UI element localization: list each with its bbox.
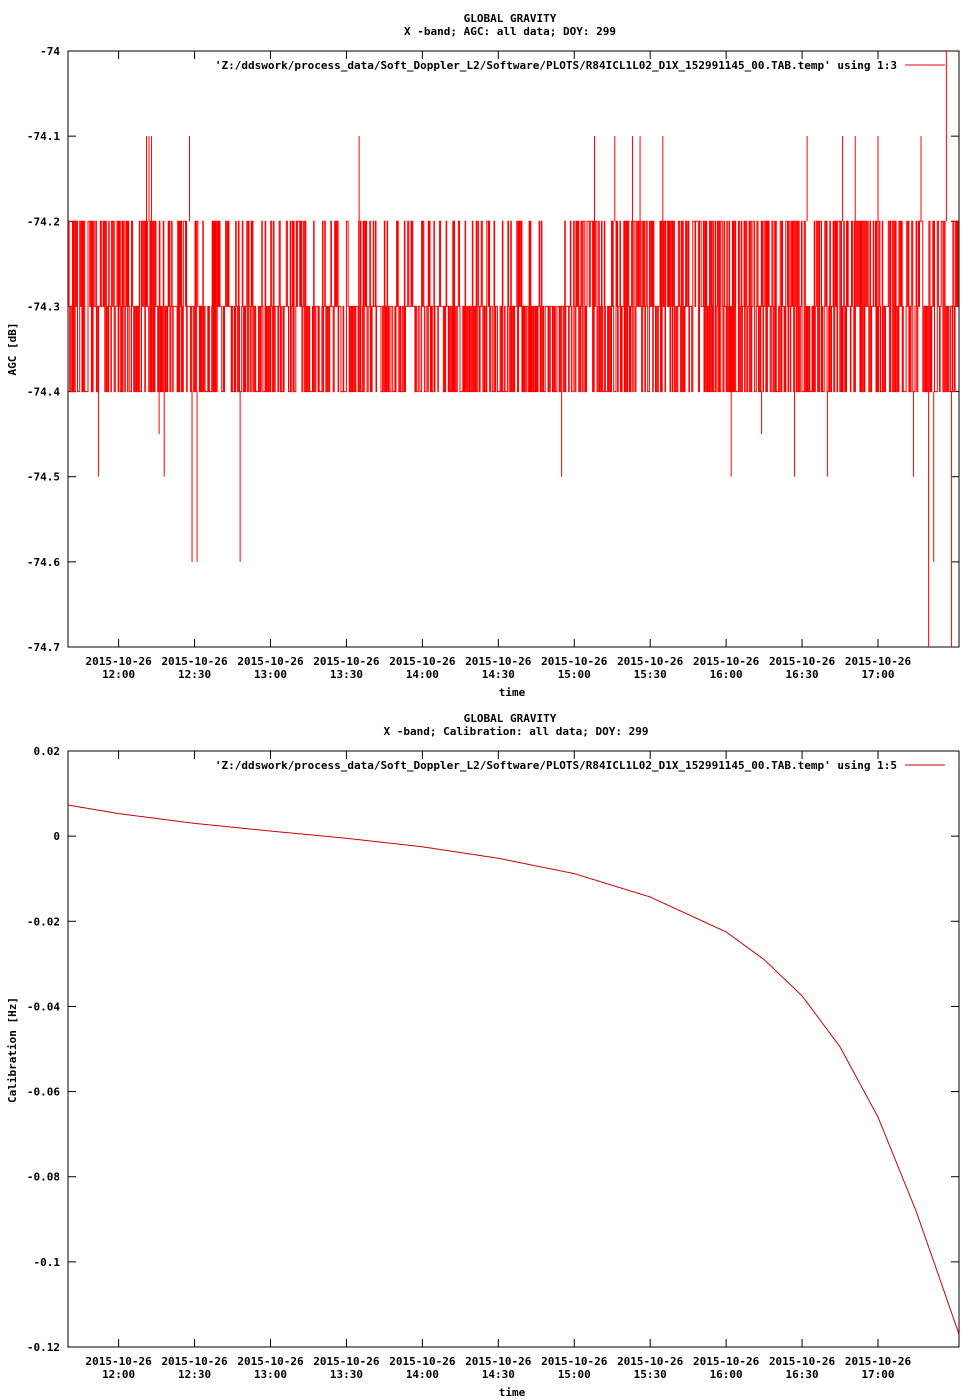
x-tick-date-label: 2015-10-26 — [541, 1355, 608, 1368]
x-tick-date-label: 2015-10-26 — [237, 655, 304, 668]
x-tick-date-label: 2015-10-26 — [86, 1355, 153, 1368]
x-tick-date-label: 2015-10-26 — [541, 655, 608, 668]
x-tick-time-label: 14:00 — [406, 668, 439, 681]
calibration-y-axis: 0.02 0 -0.02 -0.04 -0.06 -0.08 -0.1 -0.12 — [27, 745, 959, 1354]
agc-chart: GLOBAL GRAVITY X -band; AGC: all data; D… — [6, 12, 960, 699]
agc-series — [67, 51, 959, 647]
agc-plot-frame — [67, 50, 960, 648]
calibration-x-axis-label: time — [499, 1386, 526, 1399]
x-tick-time-label: 15:30 — [634, 1368, 667, 1381]
x-tick-date-label: 2015-10-26 — [389, 1355, 456, 1368]
x-tick-time-label: 16:30 — [786, 1368, 819, 1381]
y-tick-label: -74.5 — [27, 471, 60, 484]
x-tick-date-label: 2015-10-26 — [845, 1355, 912, 1368]
x-tick-date-label: 2015-10-26 — [86, 655, 153, 668]
y-tick-label: -74 — [40, 45, 60, 58]
x-tick-time-label: 15:00 — [558, 1368, 591, 1381]
calibration-chart-subtitle: X -band; Calibration: all data; DOY: 299 — [384, 725, 649, 738]
calibration-series — [67, 804, 960, 1335]
agc-x-axis-label: time — [499, 686, 526, 699]
y-tick-label: -0.1 — [34, 1256, 61, 1269]
x-tick-date-label: 2015-10-26 — [465, 1355, 532, 1368]
x-tick-date-label: 2015-10-26 — [769, 1355, 836, 1368]
y-tick-label: 0 — [53, 830, 60, 843]
x-tick-date-label: 2015-10-26 — [313, 1355, 380, 1368]
x-tick-date-label: 2015-10-26 — [617, 1355, 684, 1368]
y-tick-label: -74.3 — [27, 300, 60, 313]
agc-series-line — [67, 220, 959, 393]
x-tick-time-label: 12:30 — [178, 1368, 211, 1381]
calibration-series-line — [67, 804, 960, 1335]
y-tick-label: -0.12 — [27, 1341, 60, 1354]
x-tick-time-label: 14:00 — [406, 1368, 439, 1381]
x-tick-date-label: 2015-10-26 — [161, 655, 228, 668]
x-tick-time-label: 12:00 — [102, 668, 135, 681]
x-tick-time-label: 12:00 — [102, 1368, 135, 1381]
y-tick-label: -0.02 — [27, 915, 60, 928]
x-tick-time-label: 16:00 — [710, 668, 743, 681]
calibration-legend: 'Z:/ddswork/process_data/Soft_Doppler_L2… — [215, 759, 945, 772]
x-tick-date-label: 2015-10-26 — [237, 1355, 304, 1368]
x-tick-time-label: 12:30 — [178, 668, 211, 681]
x-tick-time-label: 15:00 — [558, 668, 591, 681]
y-tick-label: -74.2 — [27, 215, 60, 228]
x-tick-time-label: 13:30 — [330, 668, 363, 681]
x-tick-time-label: 17:00 — [861, 668, 894, 681]
x-tick-time-label: 16:00 — [710, 1368, 743, 1381]
x-tick-time-label: 13:00 — [254, 668, 287, 681]
agc-legend: 'Z:/ddswork/process_data/Soft_Doppler_L2… — [215, 59, 945, 72]
y-tick-label: -74.6 — [27, 556, 60, 569]
x-tick-date-label: 2015-10-26 — [693, 655, 760, 668]
y-tick-label: -0.08 — [27, 1171, 60, 1184]
x-tick-time-label: 15:30 — [634, 668, 667, 681]
y-tick-label: -0.06 — [27, 1086, 60, 1099]
x-tick-time-label: 17:00 — [861, 1368, 894, 1381]
x-tick-date-label: 2015-10-26 — [769, 655, 836, 668]
calibration-x-axis: 2015-10-2612:002015-10-2612:302015-10-26… — [86, 751, 912, 1381]
x-tick-date-label: 2015-10-26 — [465, 655, 532, 668]
x-tick-time-label: 13:00 — [254, 1368, 287, 1381]
y-tick-label: -74.4 — [27, 386, 60, 399]
x-tick-time-label: 16:30 — [786, 668, 819, 681]
x-tick-date-label: 2015-10-26 — [693, 1355, 760, 1368]
y-tick-label: 0.02 — [34, 745, 61, 758]
calibration-y-axis-label: Calibration [Hz] — [6, 997, 19, 1103]
y-tick-label: -74.1 — [27, 130, 60, 143]
x-tick-time-label: 14:30 — [482, 1368, 515, 1381]
x-tick-date-label: 2015-10-26 — [161, 1355, 228, 1368]
calibration-legend-label: 'Z:/ddswork/process_data/Soft_Doppler_L2… — [215, 759, 897, 772]
x-tick-date-label: 2015-10-26 — [845, 655, 912, 668]
x-tick-date-label: 2015-10-26 — [617, 655, 684, 668]
agc-chart-title: GLOBAL GRAVITY — [464, 12, 557, 25]
agc-y-axis-label: AGC [dB] — [6, 323, 19, 376]
x-tick-time-label: 13:30 — [330, 1368, 363, 1381]
y-tick-label: -74.7 — [27, 641, 60, 654]
agc-legend-label: 'Z:/ddswork/process_data/Soft_Doppler_L2… — [215, 59, 897, 72]
calibration-plot-frame — [67, 750, 960, 1348]
x-tick-date-label: 2015-10-26 — [313, 655, 380, 668]
x-tick-time-label: 14:30 — [482, 668, 515, 681]
agc-x-axis: 2015-10-2612:002015-10-2612:302015-10-26… — [86, 51, 912, 681]
calibration-chart-title: GLOBAL GRAVITY — [464, 712, 557, 725]
calibration-chart: GLOBAL GRAVITY X -band; Calibration: all… — [6, 712, 960, 1399]
y-tick-label: -0.04 — [27, 1000, 60, 1013]
x-tick-date-label: 2015-10-26 — [389, 655, 456, 668]
agc-chart-subtitle: X -band; AGC: all data; DOY: 299 — [404, 25, 616, 38]
